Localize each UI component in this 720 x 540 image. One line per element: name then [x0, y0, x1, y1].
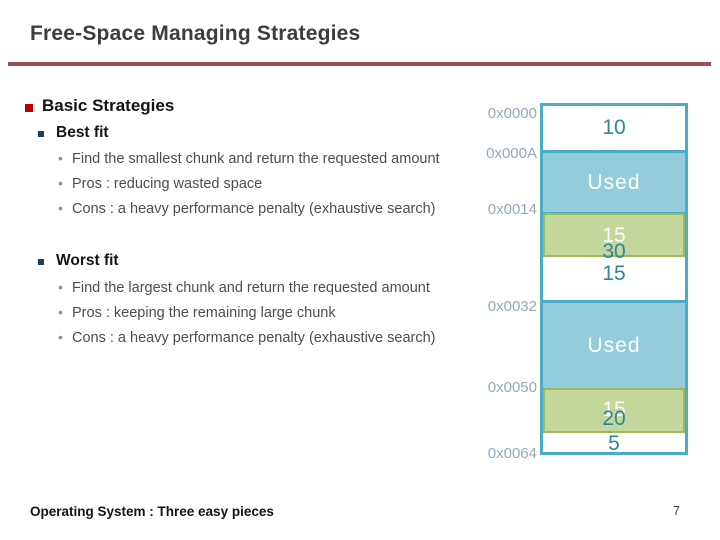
bullet-dot-icon: •	[58, 304, 63, 320]
bullet-dot-icon: •	[58, 200, 63, 216]
allocated-block-overlay-1	[543, 213, 685, 257]
heading-best-fit: Best fit	[56, 124, 109, 141]
used-label: Used	[587, 170, 641, 194]
address-label-0x0032: 0x0032	[487, 298, 537, 315]
page-number: 7	[673, 504, 680, 518]
list-item-worst-fit-3: Cons : a heavy performance penalty (exha…	[72, 330, 436, 346]
list-item-worst-fit-2: Pros : keeping the remaining large chunk	[72, 305, 336, 321]
footer-text: Operating System : Three easy pieces	[30, 504, 274, 519]
bullet-dot-icon: •	[58, 175, 63, 191]
list-item-worst-fit-1: Find the largest chunk and return the re…	[72, 280, 430, 296]
block-size-label: 10	[602, 116, 626, 139]
list-item-best-fit-2: Pros : reducing wasted space	[72, 176, 263, 192]
memory-block-used-2: Used	[543, 300, 685, 388]
bullet-square-dark-icon	[38, 259, 44, 265]
page-title: Free-Space Managing Strategies	[30, 22, 361, 45]
title-underline	[8, 62, 711, 66]
address-label-0x0014: 0x0014	[487, 201, 537, 218]
address-label-0x0064: 0x0064	[487, 445, 537, 462]
bullet-square-red-icon	[25, 104, 33, 112]
list-item-best-fit-1: Find the smallest chunk and return the r…	[72, 151, 440, 167]
bullet-square-dark-icon	[38, 131, 44, 137]
original-size-label: 30	[602, 240, 626, 263]
heading-basic-strategies: Basic Strategies	[42, 96, 175, 115]
remaining-size-label: 15	[602, 262, 626, 285]
memory-block-free-10: 10	[543, 106, 685, 150]
bullet-dot-icon: •	[58, 279, 63, 295]
bullet-dot-icon: •	[58, 150, 63, 166]
bullet-dot-icon: •	[58, 329, 63, 345]
allocated-size-label: 15	[602, 398, 626, 421]
allocated-size-label: 15	[602, 224, 626, 247]
remaining-size-label: 5	[608, 432, 620, 455]
address-label-0x000A: 0x000A	[486, 145, 537, 162]
list-item-best-fit-3: Cons : a heavy performance penalty (exha…	[72, 201, 436, 217]
memory-block-used-1: Used	[543, 150, 685, 212]
allocated-block-overlay-2	[543, 388, 685, 433]
address-label-0x0050: 0x0050	[487, 379, 537, 396]
original-size-label: 20	[602, 407, 626, 430]
heading-worst-fit: Worst fit	[56, 252, 119, 269]
used-label: Used	[587, 333, 641, 357]
address-label-0x0000: 0x0000	[487, 105, 537, 122]
memory-column: 10 Used Used 15 30 15 15 20 5	[540, 103, 688, 455]
